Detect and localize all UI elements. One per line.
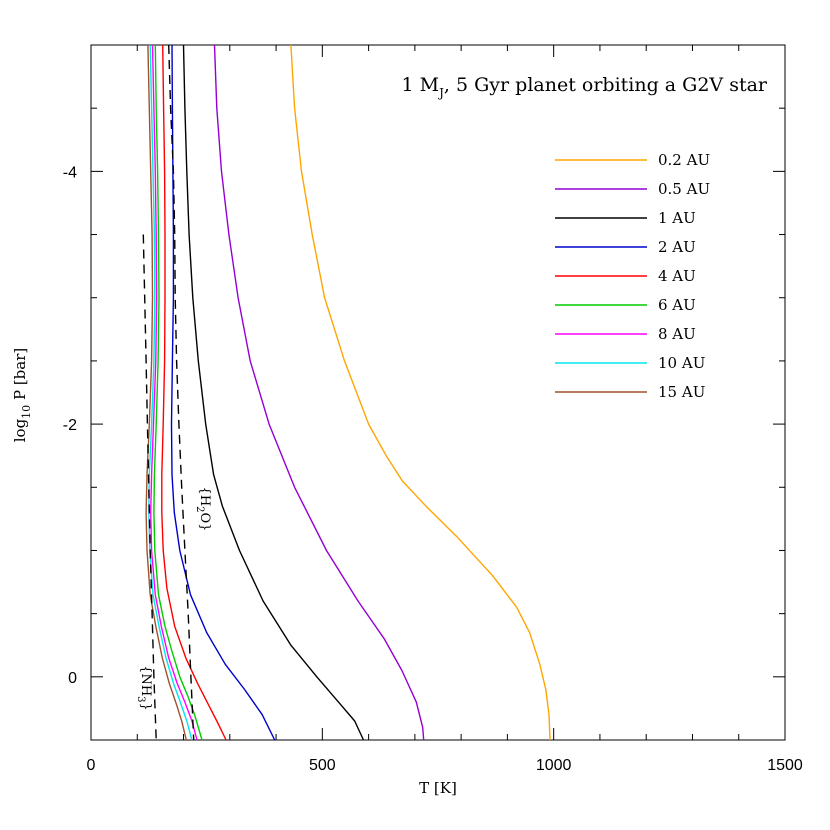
- legend-label: 4 AU: [658, 267, 696, 285]
- series-line-1-au: [182, 44, 365, 741]
- series-line-0-2-au: [290, 44, 551, 741]
- h2o-condensation-curve: [168, 44, 195, 741]
- plot-frame: [90, 44, 786, 741]
- x-tick-label: 0: [87, 757, 96, 774]
- series-line-0-5-au: [213, 44, 425, 741]
- nh3-condensation-curve: [142, 234, 157, 741]
- legend-label: 8 AU: [658, 325, 696, 343]
- x-axis-label: T [K]: [419, 779, 457, 797]
- legend-label: 0.5 AU: [658, 180, 710, 198]
- condensation-curves: [142, 44, 195, 741]
- series-line-15-au: [145, 44, 187, 741]
- legend-label: 1 AU: [658, 209, 696, 227]
- x-tick-label: 1500: [767, 757, 803, 774]
- axis-tick-labels: 0 500 1000 1500 -4 -2 0: [63, 164, 803, 774]
- legend-label: 6 AU: [658, 296, 696, 314]
- axis-ticks: [90, 44, 786, 741]
- y-tick-label: 0: [68, 670, 77, 687]
- y-tick-label: -2: [63, 417, 77, 434]
- y-axis-label: log10 P [bar]: [11, 348, 33, 443]
- legend: 0.2 AU 0.5 AU 1 AU 2 AU 4 AU 6 AU 8 AU 10 AU 15 …: [555, 151, 710, 401]
- x-tick-label: 1000: [536, 757, 572, 774]
- series-line-4-au: [161, 44, 227, 741]
- temperature-profiles: [145, 44, 551, 741]
- legend-label: 10 AU: [658, 354, 705, 372]
- x-tick-label: 500: [309, 757, 336, 774]
- legend-label: 15 AU: [658, 383, 705, 401]
- legend-label: 0.2 AU: [658, 151, 710, 169]
- chart-title: 1 MJ, 5 Gyr planet orbiting a G2V star: [402, 74, 768, 100]
- h2o-condensation-label: {H2O}: [194, 487, 212, 532]
- series-line-6-au: [153, 44, 203, 741]
- series-line-8-au: [150, 44, 198, 741]
- nh3-condensation-label: {NH3}: [135, 665, 153, 711]
- y-tick-label: -4: [63, 164, 77, 181]
- legend-label: 2 AU: [658, 238, 696, 256]
- series-line-2-au: [170, 44, 276, 741]
